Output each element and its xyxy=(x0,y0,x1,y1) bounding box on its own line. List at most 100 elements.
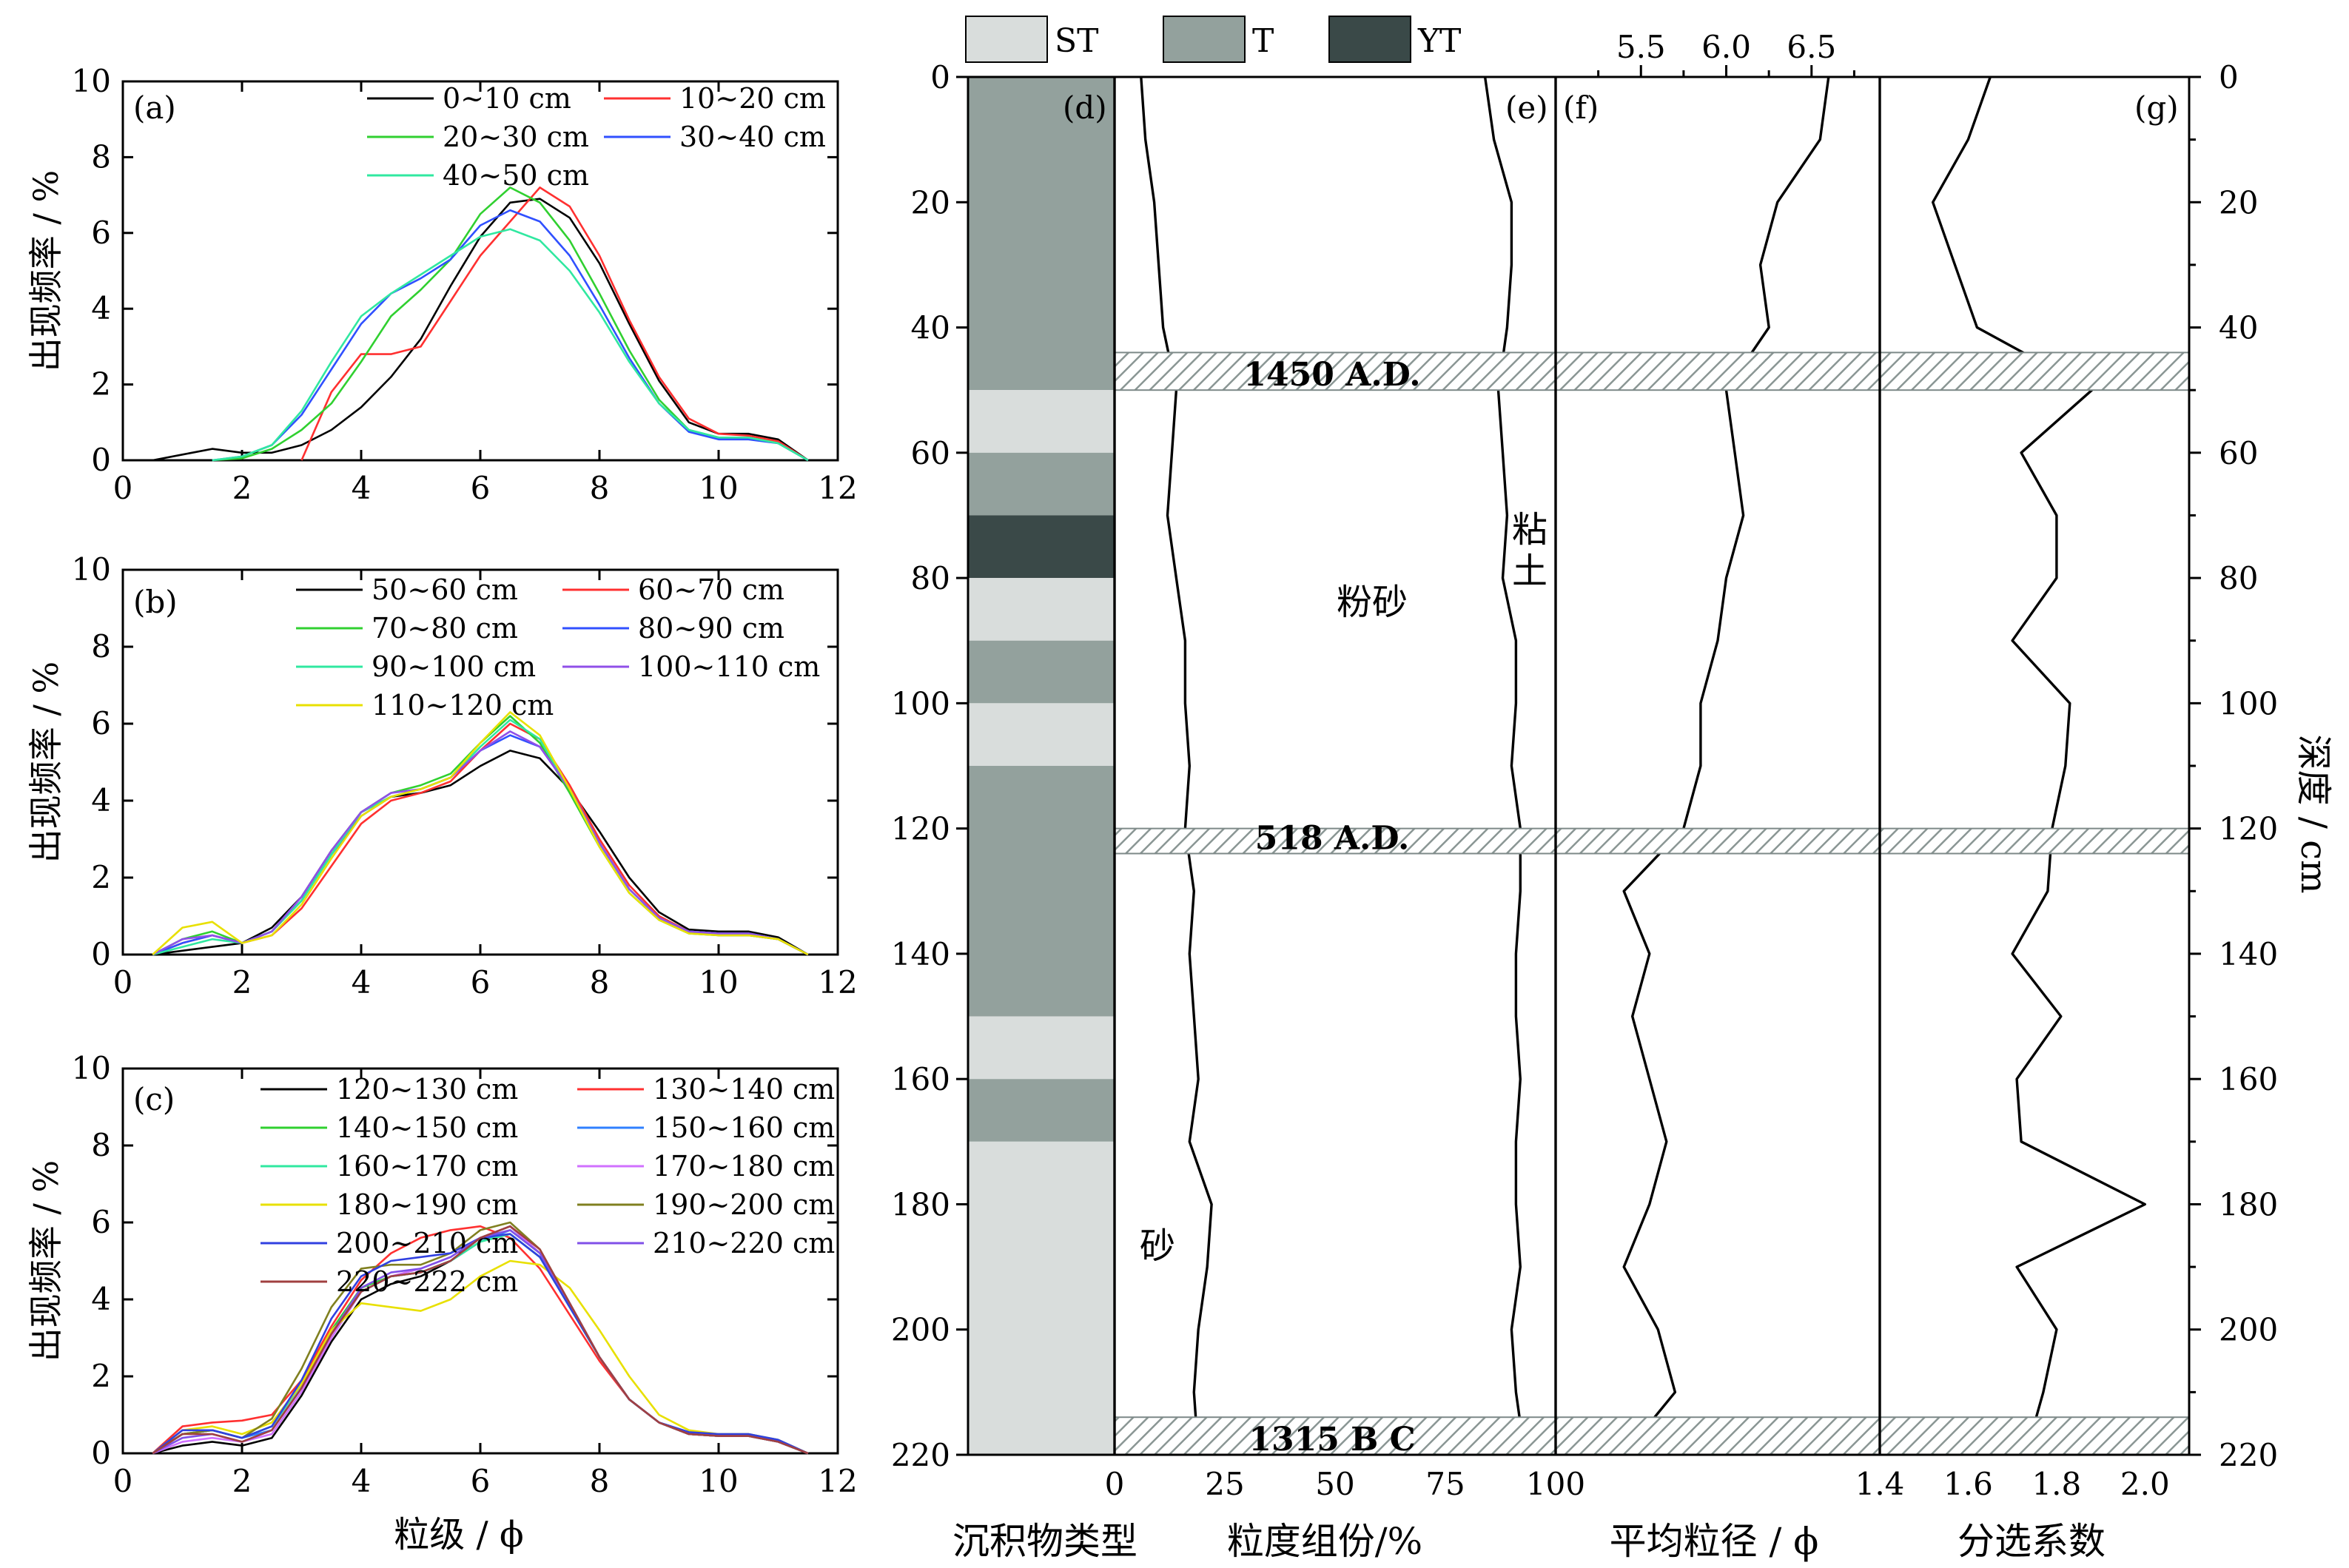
legend-label: 20~30 cm xyxy=(443,121,589,153)
legend-label-st: ST xyxy=(1055,22,1099,60)
depth-tick-label-right: 0 xyxy=(2219,59,2239,95)
sediment-layers xyxy=(968,77,1115,1455)
clay-boundary-line xyxy=(1483,76,1526,1456)
y-tick-label: 0 xyxy=(91,1435,111,1471)
y-tick-label: 10 xyxy=(72,551,111,588)
legend-label: 160~170 cm xyxy=(336,1150,518,1182)
dated-horizon-band xyxy=(1114,827,2190,855)
x-tick-label: 12 xyxy=(818,1463,857,1499)
legend-label: 60~70 cm xyxy=(638,573,784,606)
sediment-layer xyxy=(968,77,1115,391)
legend-label: 90~100 cm xyxy=(372,650,536,683)
y-tick-label: 4 xyxy=(91,290,111,326)
panel-e-label: (e) xyxy=(1505,90,1548,126)
y-tick-label: 0 xyxy=(91,442,111,478)
series-line xyxy=(300,186,809,462)
panel-a: 0 2 4 6 8 10 12 0 2 4 6 8 10 0~10 cm 10~20 cm 20~30 cm 3… xyxy=(26,63,858,506)
legend-label: 220~222 cm xyxy=(336,1265,518,1298)
series-line xyxy=(152,750,809,956)
x-tick-label: 100 xyxy=(1526,1466,1585,1502)
legend-label: 100~110 cm xyxy=(638,650,820,683)
x-tick-label: 0 xyxy=(1105,1466,1125,1502)
dated-horizon-label: 518 A.D. xyxy=(1255,819,1410,857)
x-tick-label: 1.8 xyxy=(2032,1466,2081,1502)
legend-label: 150~160 cm xyxy=(653,1111,835,1144)
x-tick-label: 10 xyxy=(699,470,738,506)
x-tick-label: 6 xyxy=(471,470,491,506)
sediment-layer xyxy=(968,578,1115,641)
zone-label-sand: 砂 xyxy=(1140,1225,1175,1267)
sediment-layer xyxy=(968,515,1115,579)
series-line xyxy=(152,1259,809,1455)
depth-tick-label-right: 80 xyxy=(2219,560,2258,596)
depth-tick-label-left: 60 xyxy=(911,435,950,471)
depth-tick-label-left: 200 xyxy=(891,1312,950,1348)
mean-grain-line xyxy=(1622,76,1830,1456)
series-line xyxy=(152,1225,809,1455)
sorting-plot: 1.4 1.6 1.8 2.0 xyxy=(1855,76,2170,1502)
depth-tick-label-right: 20 xyxy=(2219,184,2258,221)
x-tick-label: 12 xyxy=(818,964,857,1000)
panel-d-xlabel: 沉积物类型 xyxy=(952,1520,1137,1563)
x-tick-label: 10 xyxy=(699,1463,738,1499)
legend-label: 30~40 cm xyxy=(679,121,826,153)
legend-label: 140~150 cm xyxy=(336,1111,518,1144)
depth-axis-label: 深度 / cm xyxy=(2293,734,2334,893)
depth-tick-label-left: 20 xyxy=(911,184,950,221)
x-tick-label: 10 xyxy=(699,964,738,1000)
legend-swatch-yt xyxy=(1328,16,1411,63)
depth-tick-label-left: 120 xyxy=(891,811,950,847)
panel-a-label: (a) xyxy=(133,90,176,126)
x-tick-label: 2.0 xyxy=(2120,1466,2170,1502)
sediment-layer xyxy=(968,1141,1115,1455)
x-tick-label: 50 xyxy=(1315,1466,1354,1502)
zone-label-clay: 粘土 xyxy=(1505,511,1547,593)
y-tick-label: 10 xyxy=(72,1050,111,1086)
sediment-layer xyxy=(968,640,1115,704)
y-tick-label: 2 xyxy=(91,859,111,895)
panel-g-label: (g) xyxy=(2134,90,2179,126)
sediment-layer xyxy=(968,390,1115,453)
panel-a-ylabel: 出现频率 / % xyxy=(26,170,66,371)
x-tick-label: 2 xyxy=(232,964,252,1000)
core-column: ST T YT 0 25 50 75 100 5.5 6.0 6.5 1.4 1.6 1.8 2.… xyxy=(891,16,2334,1563)
y-tick-label: 6 xyxy=(91,215,111,251)
x-tick-label: 4 xyxy=(352,964,372,1000)
sediment-layer xyxy=(968,703,1115,766)
y-tick-label: 0 xyxy=(91,936,111,972)
x-tick-label: 5.5 xyxy=(1616,29,1666,65)
dated-horizon-band xyxy=(1114,1416,2190,1456)
depth-tick-label-right: 60 xyxy=(2219,435,2258,471)
panel-c-plot: 0 2 4 6 8 10 12 0 2 4 6 8 10 120~130 cm 130~140 cm 140~… xyxy=(72,1050,858,1499)
y-tick-label: 2 xyxy=(91,1358,111,1394)
panel-b-ylabel: 出现频率 / % xyxy=(26,662,66,863)
series-line xyxy=(152,711,809,956)
panel-f-xlabel: 平均粒径 / ϕ xyxy=(1610,1520,1819,1563)
series-line xyxy=(152,722,809,956)
y-tick-label: 6 xyxy=(91,1204,111,1240)
panel-a-plot: 0 2 4 6 8 10 12 0 2 4 6 8 10 0~10 cm 10~20 cm 20~30 cm 3… xyxy=(72,63,858,506)
x-tick-label: 0 xyxy=(113,1463,133,1499)
depth-tick-label-left: 160 xyxy=(891,1061,950,1097)
depth-tick-label-right: 200 xyxy=(2219,1312,2278,1348)
x-tick-label: 4 xyxy=(352,1463,372,1499)
sediment-layer xyxy=(968,1079,1115,1142)
x-tick-label: 4 xyxy=(352,470,372,506)
sediment-type-legend: ST T YT xyxy=(965,16,1461,63)
dated-horizon-label: 1315 B C xyxy=(1249,1421,1415,1458)
series-line xyxy=(212,228,809,462)
legend-label: 110~120 cm xyxy=(372,689,554,721)
x-tick-label: 8 xyxy=(590,964,610,1000)
x-tick-label: 2 xyxy=(232,470,252,506)
depth-tick-label-right: 140 xyxy=(2219,936,2278,972)
legend-label: 180~190 cm xyxy=(336,1188,518,1221)
legend-swatch-st xyxy=(965,16,1048,63)
depth-tick-label-right: 180 xyxy=(2219,1186,2278,1222)
series-line xyxy=(152,1225,809,1455)
y-tick-label: 2 xyxy=(91,366,111,403)
legend-label: 40~50 cm xyxy=(443,159,589,192)
legend-label: 0~10 cm xyxy=(443,82,571,115)
sediment-layer xyxy=(968,1016,1115,1080)
series-line xyxy=(212,209,809,462)
